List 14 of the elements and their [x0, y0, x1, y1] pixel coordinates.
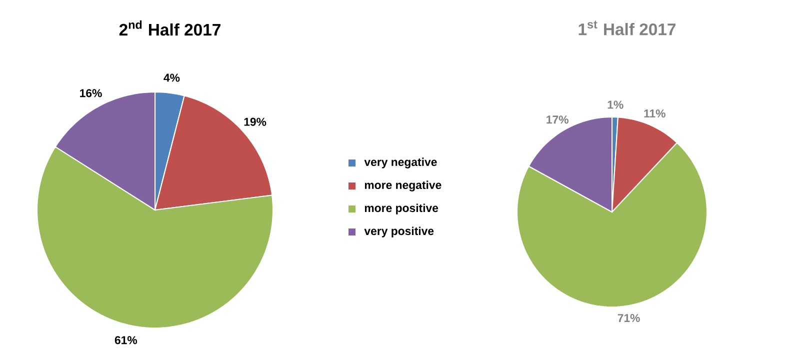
legend-label: more positive — [364, 204, 438, 214]
legend-label: more negative — [364, 180, 442, 192]
chart-title: 2$^{nd}$ Half 2017 — [119, 20, 220, 36]
data-label: 1% — [608, 100, 624, 109]
legend-label: very negative — [364, 158, 437, 168]
data-label: 16% — [80, 89, 102, 98]
legend-label: very positive — [364, 226, 434, 238]
data-label: 4% — [164, 74, 180, 82]
data-label: 19% — [244, 118, 266, 126]
chart-title: 1$^{st}$ Half 2017 — [578, 20, 676, 36]
data-label: 17% — [546, 116, 568, 124]
data-label: 71% — [618, 314, 640, 322]
data-label: 61% — [114, 336, 138, 344]
data-label: 11% — [644, 109, 666, 118]
